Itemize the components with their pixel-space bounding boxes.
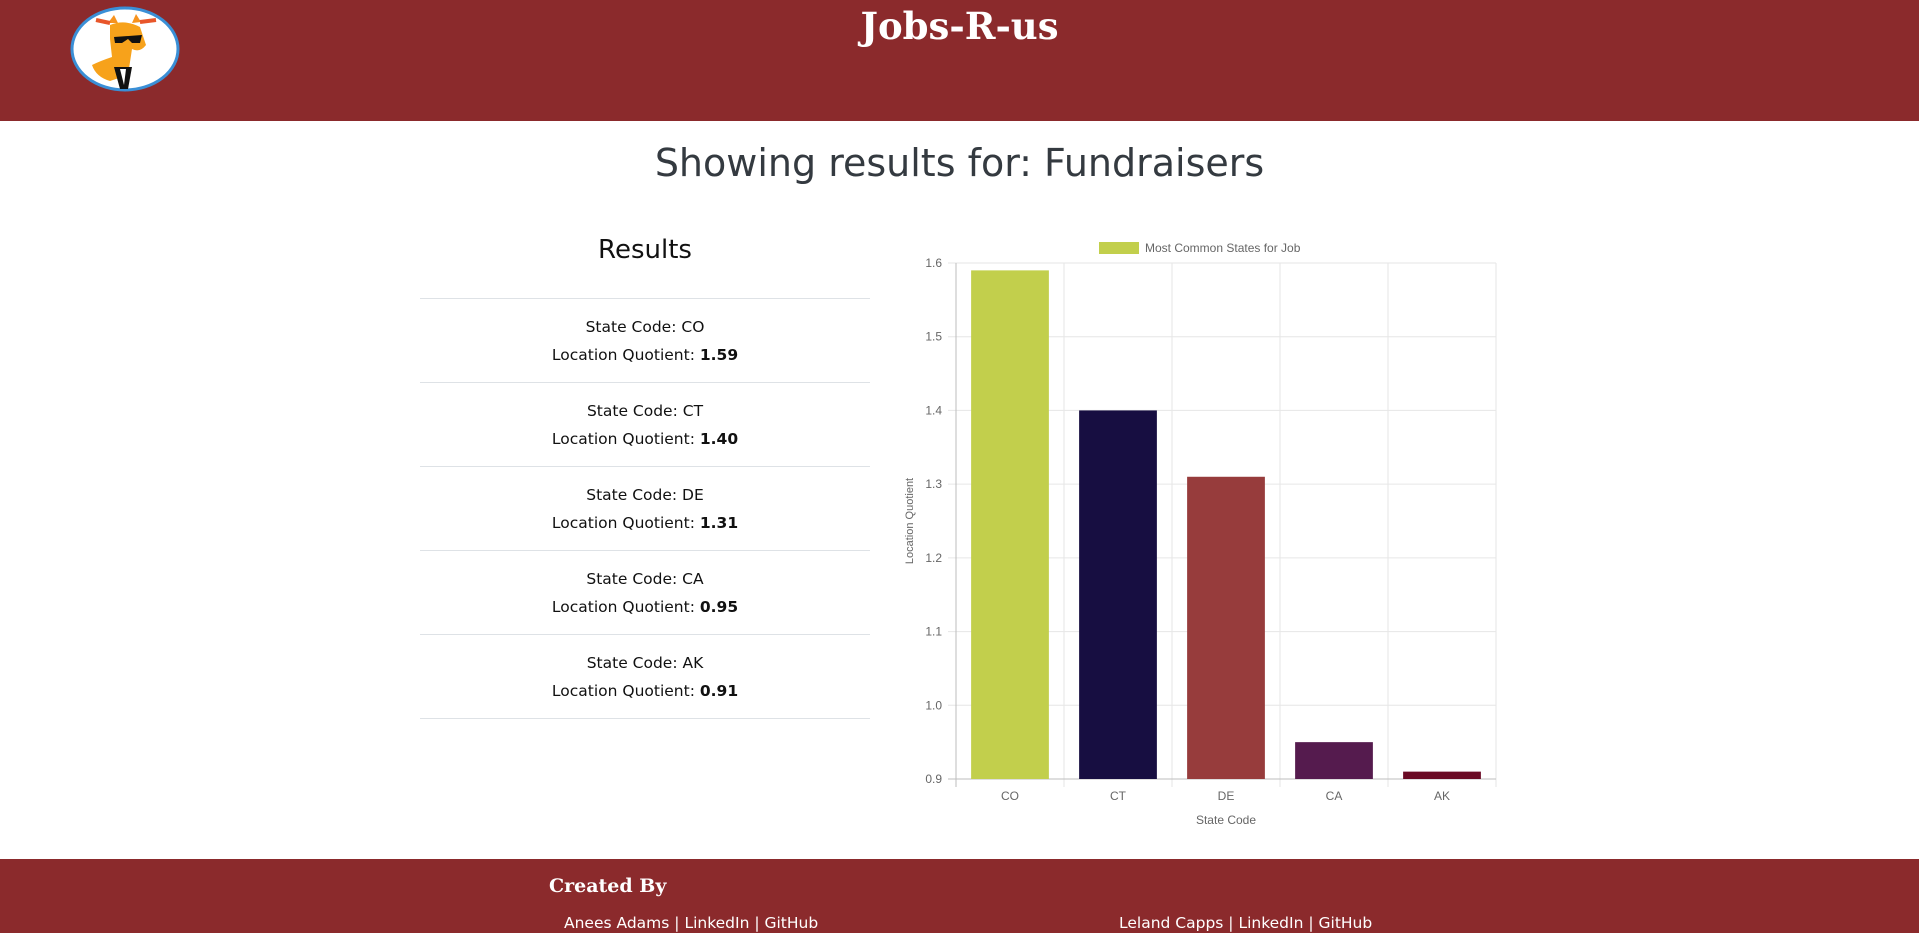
site-header: Jobs-R-us [0,0,1919,121]
state-code-label: State Code: [586,654,683,672]
y-axis-label: Location Quotient [904,478,916,564]
state-code: State Code: CA [420,568,870,596]
state-code: State Code: DE [420,484,870,512]
results-list: State Code: CO Location Quotient: 1.59 Sta… [420,298,870,719]
linkedin-link[interactable]: LinkedIn [684,914,750,932]
github-link[interactable]: GitHub [1318,914,1373,932]
credit-name: Leland Capps [1119,914,1224,932]
legend-label: Most Common States for Job [1145,241,1301,255]
location-quotient-label: Location Quotient: [551,430,700,448]
location-quotient-value: 1.31 [699,514,739,532]
x-tick-label: CO [1001,789,1019,803]
state-code: State Code: CT [420,400,870,428]
x-axis-label: State Code [1196,813,1256,827]
linkedin-link[interactable]: LinkedIn [1238,914,1304,932]
location-quotient: Location Quotient: 1.31 [420,512,870,534]
result-item: State Code: CT Location Quotient: 1.40 [420,383,870,467]
location-quotient-label: Location Quotient: [551,682,700,700]
state-code-value: CT [682,402,704,420]
location-quotient-value: 1.59 [699,346,739,364]
location-quotient: Location Quotient: 0.91 [420,680,870,702]
state-code-label: State Code: [586,402,683,420]
x-tick-label: DE [1218,789,1235,803]
y-tick-label: 1.4 [925,403,942,417]
location-quotient-value: 1.40 [699,430,739,448]
y-tick-label: 1.1 [925,625,942,639]
result-item: State Code: CA Location Quotient: 0.95 [420,551,870,635]
giraffe-sunglasses-logo-icon[interactable] [70,5,180,93]
location-quotient-label: Location Quotient: [551,346,700,364]
credit-separator: | [749,914,765,932]
state-code-label: State Code: [586,570,683,588]
bar-ak [1403,771,1481,779]
location-quotient: Location Quotient: 1.59 [420,344,870,366]
y-tick-label: 1.3 [925,477,942,491]
state-code-label: State Code: [586,486,683,504]
state-code-value: AK [682,654,704,672]
bar-co [971,270,1049,779]
y-tick-label: 1.2 [925,551,942,565]
result-item: State Code: DE Location Quotient: 1.31 [420,467,870,551]
state-code-value: CO [681,318,705,336]
footer-title: Created By [549,875,667,897]
credit-separator: | [669,914,685,932]
location-quotient-value: 0.91 [699,682,739,700]
location-quotient: Location Quotient: 1.40 [420,428,870,450]
credit-name: Anees Adams [564,914,670,932]
bar-ca [1295,742,1373,779]
result-item: State Code: CO Location Quotient: 1.59 [420,299,870,383]
state-code-value: DE [682,486,704,504]
bar-ct [1079,410,1157,779]
credit-anees-adams: Anees Adams | LinkedIn | GitHub [564,912,818,933]
x-tick-label: CA [1326,789,1343,803]
github-link[interactable]: GitHub [764,914,819,932]
state-code: State Code: CO [420,316,870,344]
legend-swatch [1099,242,1139,254]
location-quotient-label: Location Quotient: [551,514,700,532]
location-quotient-label: Location Quotient: [551,598,700,616]
site-footer: Created By Anees Adams | LinkedIn | GitH… [0,859,1919,933]
results-title: Results [598,235,692,265]
state-code-label: State Code: [585,318,682,336]
results-panel: Results State Code: CO Location Quotient:… [420,232,870,719]
location-quotient-bar-chart: Most Common States for Job 1.6 1.5 1.4 1.3 1.… [904,241,1497,827]
state-code-value: CA [682,570,704,588]
y-tick-label: 1.6 [925,256,942,270]
credit-separator: | [1223,914,1239,932]
y-tick-label: 1.0 [925,698,942,712]
result-item: State Code: AK Location Quotient: 0.91 [420,635,870,719]
x-tick-label: CT [1110,789,1127,803]
location-quotient-value: 0.95 [699,598,739,616]
y-tick-label: 1.5 [925,330,942,344]
state-code: State Code: AK [420,652,870,680]
x-tick-label: AK [1434,789,1450,803]
site-title[interactable]: Jobs-R-us [860,4,1059,48]
location-quotient: Location Quotient: 0.95 [420,596,870,618]
credit-leland-capps: Leland Capps | LinkedIn | GitHub [1119,912,1372,933]
page-title: Showing results for: Fundraisers [654,141,1265,185]
y-tick-label: 0.9 [925,772,942,786]
bar-de [1187,476,1265,779]
credit-separator: | [1303,914,1319,932]
